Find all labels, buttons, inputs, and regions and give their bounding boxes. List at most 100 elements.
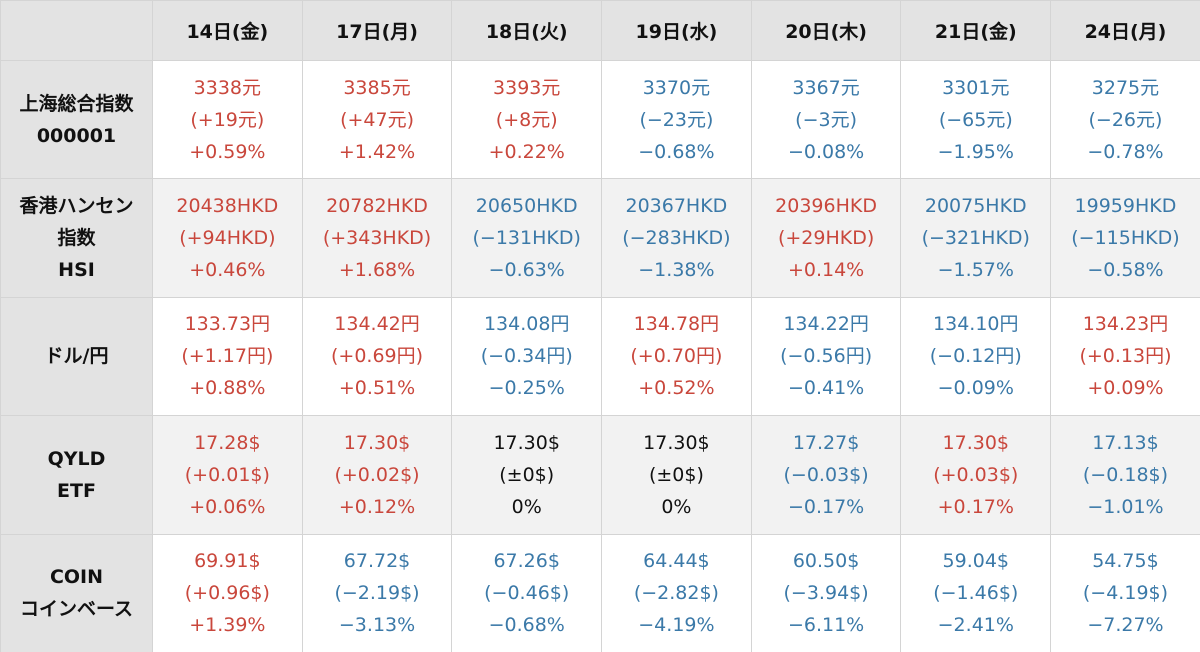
- data-cell: 54.75$ (−4.19$) −7.27%: [1050, 533, 1200, 652]
- data-cell: 3370元 (−23元) −0.68%: [601, 59, 752, 180]
- cell-pct: −0.68%: [638, 140, 715, 163]
- cell-change: (−65元): [938, 108, 1013, 131]
- column-header: 19日(水): [601, 0, 752, 61]
- cell-price: 3301元: [942, 76, 1010, 99]
- cell-change: (±0$): [648, 463, 704, 486]
- row-label-line: ETF: [57, 479, 96, 502]
- data-cell: 59.04$ (−1.46$) −2.41%: [900, 533, 1052, 652]
- cell-change: (+19元): [190, 108, 265, 131]
- cell-change: (+94HKD): [179, 227, 276, 250]
- header-row: 14日(金) 17日(月) 18日(火) 19日(水) 20日(木) 21日(金…: [0, 0, 1200, 61]
- cell-price: 59.04$: [942, 550, 1010, 573]
- cell-pct: −0.58%: [1087, 259, 1164, 282]
- cell-price: 134.78円: [633, 313, 720, 336]
- cell-price: 17.30$: [343, 431, 411, 454]
- column-header: 17日(月): [301, 0, 453, 61]
- cell-change: (+343HKD): [322, 227, 432, 250]
- cell-pct: −1.57%: [937, 259, 1014, 282]
- cell-pct: −0.68%: [488, 614, 565, 637]
- column-header: 18日(火): [451, 0, 603, 61]
- cell-price: 67.26$: [493, 550, 560, 573]
- data-cell: 17.27$ (−0.03$) −0.17%: [750, 415, 902, 535]
- cell-change: (−0.18$): [1082, 463, 1169, 486]
- row-label-line: HSI: [58, 259, 95, 282]
- cell-price: 54.75$: [1092, 550, 1159, 573]
- data-cell: 69.91$ (+0.96$) +1.39%: [152, 533, 303, 652]
- table-row: 香港ハンセン 指数 HSI 20438HKD (+94HKD) +0.46% 20782HK…: [0, 178, 1200, 298]
- cell-change: (+0.70円): [630, 345, 723, 368]
- cell-price: 3385元: [343, 76, 411, 99]
- cell-change: (−23元): [639, 108, 714, 131]
- data-cell: 20396HKD (+29HKD) +0.14%: [750, 178, 902, 298]
- cell-pct: −0.17%: [787, 495, 865, 518]
- cell-change: (−283HKD): [622, 227, 731, 250]
- cell-price: 67.72$: [343, 550, 411, 573]
- cell-pct: −0.25%: [488, 377, 565, 400]
- cell-change: (−115HKD): [1071, 227, 1180, 250]
- cell-price: 60.50$: [792, 550, 860, 573]
- data-cell: 134.23円 (+0.13円) +0.09%: [1050, 296, 1200, 417]
- cell-pct: +0.09%: [1087, 377, 1164, 400]
- data-cell: 134.08円 (−0.34円) −0.25%: [451, 296, 603, 417]
- corner-cell: [0, 0, 153, 61]
- cell-change: (−0.34円): [480, 345, 573, 368]
- column-header: 21日(金): [900, 0, 1052, 61]
- cell-change: (+29HKD): [777, 227, 875, 250]
- data-cell: 20438HKD (+94HKD) +0.46%: [152, 178, 303, 298]
- data-cell: 134.10円 (−0.12円) −0.09%: [900, 296, 1052, 417]
- data-cell: 20782HKD (+343HKD) +1.68%: [301, 178, 453, 298]
- cell-pct: +0.52%: [638, 377, 715, 400]
- cell-change: (−26元): [1088, 108, 1163, 131]
- data-cell: 67.26$ (−0.46$) −0.68%: [451, 533, 603, 652]
- table-row: ドル/円 133.73円 (+1.17円) +0.88% 134.42円 (+0.69円)…: [0, 296, 1200, 417]
- cell-price: 17.13$: [1092, 431, 1159, 454]
- table-header: 14日(金) 17日(月) 18日(火) 19日(水) 20日(木) 21日(金…: [0, 0, 1200, 61]
- row-label-line: 000001: [36, 124, 117, 147]
- row-label: 香港ハンセン 指数 HSI: [0, 178, 153, 298]
- row-label-line: QYLD: [47, 447, 106, 470]
- data-cell: 17.28$ (+0.01$) +0.06%: [152, 415, 303, 535]
- cell-price: 20367HKD: [625, 195, 728, 218]
- data-cell: 133.73円 (+1.17円) +0.88%: [152, 296, 303, 417]
- cell-pct: +1.42%: [338, 140, 416, 163]
- cell-pct: −1.95%: [937, 140, 1014, 163]
- cell-pct: +0.46%: [189, 259, 266, 282]
- column-header: 24日(月): [1050, 0, 1200, 61]
- cell-pct: +1.39%: [189, 614, 266, 637]
- cell-pct: −0.63%: [488, 259, 565, 282]
- cell-change: (±0$): [499, 463, 555, 486]
- cell-pct: −0.41%: [787, 377, 865, 400]
- data-cell: 20650HKD (−131HKD) −0.63%: [451, 178, 603, 298]
- cell-change: (−321HKD): [921, 227, 1030, 250]
- row-label-line: コインベース: [19, 598, 134, 621]
- cell-price: 20396HKD: [775, 195, 877, 218]
- data-cell: 67.72$ (−2.19$) −3.13%: [301, 533, 453, 652]
- data-cell: 17.30$ (±0$) 0%: [451, 415, 603, 535]
- cell-price: 17.30$: [643, 431, 710, 454]
- cell-price: 20075HKD: [924, 195, 1027, 218]
- cell-pct: +0.17%: [937, 495, 1014, 518]
- cell-pct: −3.13%: [338, 614, 416, 637]
- cell-pct: −6.11%: [787, 614, 865, 637]
- cell-change: (−1.46$): [933, 582, 1019, 605]
- cell-change: (−131HKD): [472, 227, 581, 250]
- cell-pct: +0.59%: [189, 140, 266, 163]
- data-cell: 3338元 (+19元) +0.59%: [152, 59, 303, 180]
- row-label-line: COIN: [49, 566, 104, 589]
- table-body: 上海総合指数 000001 3338元 (+19元) +0.59% 3385元 (+47元)…: [0, 59, 1200, 652]
- cell-pct: +0.51%: [338, 377, 416, 400]
- cell-change: (+0.03$): [933, 463, 1019, 486]
- cell-pct: −1.01%: [1087, 495, 1164, 518]
- cell-price: 20438HKD: [176, 195, 279, 218]
- cell-change: (−2.19$): [334, 582, 420, 605]
- data-cell: 3393元 (+8元) +0.22%: [451, 59, 603, 180]
- data-cell: 17.30$ (±0$) 0%: [601, 415, 752, 535]
- cell-change: (−2.82$): [633, 582, 719, 605]
- row-label: COIN コインベース: [0, 533, 153, 652]
- data-cell: 20367HKD (−283HKD) −1.38%: [601, 178, 752, 298]
- cell-change: (+0.01$): [184, 463, 270, 486]
- row-label-line: 上海総合指数: [19, 92, 134, 115]
- cell-price: 17.30$: [493, 431, 560, 454]
- cell-pct: −4.19%: [638, 614, 715, 637]
